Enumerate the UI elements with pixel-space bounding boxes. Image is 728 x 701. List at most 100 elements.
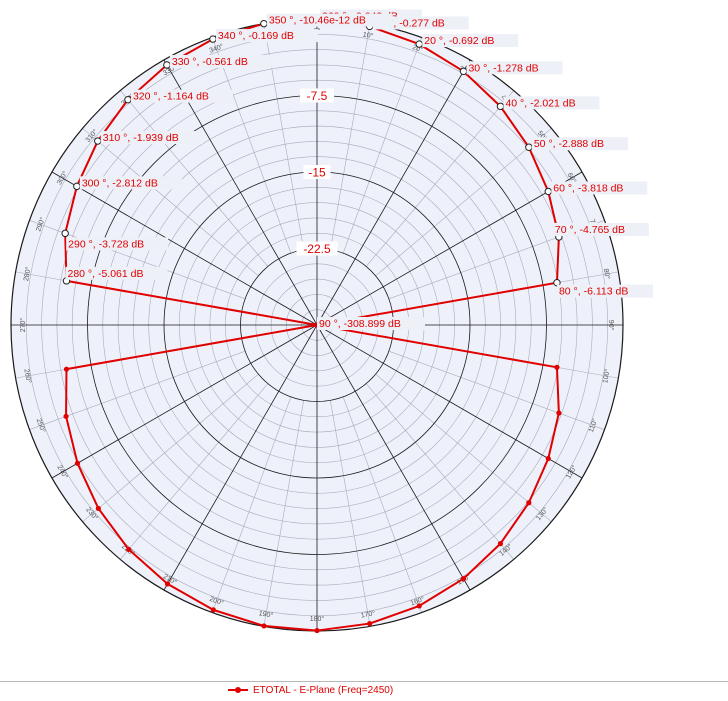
minor-spoke: [82, 128, 259, 277]
minor-spoke: [329, 400, 371, 627]
minor-spoke: [120, 383, 269, 560]
minor-spoke: [263, 400, 305, 627]
data-point: [74, 460, 81, 466]
angle-tick-label: 280°: [22, 266, 32, 282]
annotation-bg: [66, 237, 169, 251]
data-point: [526, 500, 532, 506]
ring-label: -7.5: [307, 89, 328, 103]
legend: ETOTAL - E-Plane (Freq=2450): [228, 684, 393, 696]
data-point: [314, 627, 320, 634]
data-point-marker: [525, 143, 533, 151]
minor-spoke: [342, 396, 422, 613]
minor-spoke: [365, 383, 514, 560]
angle-tick-label: 20°: [411, 43, 424, 54]
minor-spoke: [329, 23, 371, 250]
minor-spoke: [375, 373, 552, 522]
annotation-bg: [100, 131, 203, 145]
point-annotation: 290 °, -3.728 dB: [68, 238, 144, 250]
point-annotation: 90 °, -308.899 dB: [319, 318, 401, 330]
annotation-bg: [531, 137, 628, 151]
ring-label: -22.5: [303, 242, 331, 256]
annotation-bg: [552, 222, 649, 236]
point-annotation: 70 °, -4.765 dB: [555, 224, 625, 236]
legend-swatch: [228, 684, 248, 696]
minor-spoke: [120, 90, 269, 267]
data-point-marker: [260, 19, 268, 28]
annotation-bg: [422, 34, 519, 48]
data-point: [261, 623, 267, 629]
angle-tick-label: 100°: [601, 368, 611, 384]
major-spoke: [163, 324, 318, 591]
point-annotation: 310 °, -1.939 dB: [103, 132, 179, 144]
data-point: [126, 546, 132, 553]
annotation-bg: [503, 96, 600, 110]
annotation-bg: [551, 181, 648, 195]
minor-spoke: [342, 37, 422, 254]
annotation-bg: [317, 317, 425, 330]
annotation-bg: [556, 284, 653, 298]
annotation-bg: [466, 61, 563, 75]
minor-spoke: [375, 128, 552, 277]
angle-tick-label: 260°: [22, 368, 32, 384]
angle-tick-label: 170°: [360, 609, 376, 619]
minor-spoke: [212, 37, 292, 254]
point-annotation: 60 °, -3.818 dB: [553, 182, 623, 194]
data-point: [95, 505, 101, 512]
data-point: [63, 413, 69, 419]
data-point: [460, 576, 467, 582]
annotation-bg: [130, 89, 233, 103]
data-point: [63, 366, 70, 372]
minor-spoke: [388, 350, 605, 430]
major-spoke: [51, 324, 318, 479]
data-point-marker: [61, 229, 69, 238]
data-point-marker: [163, 61, 171, 69]
point-annotation: 40 °, -2.021 dB: [505, 97, 575, 109]
point-annotation: 20 °, -0.692 dB: [424, 35, 494, 47]
legend-bar: ETOTAL - E-Plane (Freq=2450): [0, 681, 728, 701]
ring-label-bg: [300, 88, 334, 103]
point-annotation: 280 °, -5.061 dB: [67, 268, 143, 280]
data-point-marker: [544, 187, 552, 196]
data-point: [554, 364, 560, 370]
data-point-marker: [415, 40, 423, 48]
data-point-marker: [124, 95, 132, 104]
annotation-bg: [169, 54, 272, 68]
annotation-bg: [79, 176, 182, 190]
data-point-marker: [459, 67, 468, 75]
annotation-bg: [372, 16, 469, 30]
angle-tick-label: 190°: [258, 609, 274, 619]
data-point: [556, 410, 562, 416]
angle-tick-label: 80°: [602, 268, 612, 280]
minor-spoke: [82, 373, 259, 522]
point-annotation: 340 °, -0.169 dB: [218, 30, 294, 42]
point-annotation: 30 °, -1.278 dB: [468, 62, 538, 74]
data-point-marker: [73, 182, 81, 191]
major-spoke: [316, 324, 471, 591]
data-point: [210, 607, 216, 613]
ring-label-bg: [303, 165, 331, 179]
ring-label-bg: [296, 241, 338, 256]
minor-spoke: [365, 90, 514, 267]
angle-tick-label: 270°: [19, 318, 27, 333]
major-spoke: [51, 171, 318, 326]
major-spoke: [316, 171, 583, 326]
data-point-marker: [496, 102, 505, 111]
point-annotation: 50 °, -2.888 dB: [534, 138, 604, 150]
data-point: [164, 581, 171, 587]
data-point: [545, 455, 551, 462]
annotation-bg: [65, 266, 168, 280]
data-point: [497, 541, 504, 547]
data-point: [367, 620, 373, 627]
point-annotation: 300 °, -2.812 dB: [82, 177, 158, 189]
point-annotation: 320 °, -1.164 dB: [133, 91, 209, 103]
angle-tick-label: 10°: [362, 30, 374, 40]
angle-tick-label: 180°: [310, 615, 325, 623]
polar-plot: 0°10°20°30°40°50°60°70°80°90°100°110°120…: [10, 9, 653, 634]
major-spoke: [163, 59, 318, 326]
major-spoke: [316, 324, 583, 479]
minor-spoke: [212, 396, 292, 613]
data-point-marker: [209, 35, 217, 43]
annotation-bg: [266, 13, 393, 27]
point-annotation: 350 °, -10.46e-12 dB: [269, 15, 366, 27]
point-annotation: 80 °, -6.113 dB: [559, 286, 628, 298]
